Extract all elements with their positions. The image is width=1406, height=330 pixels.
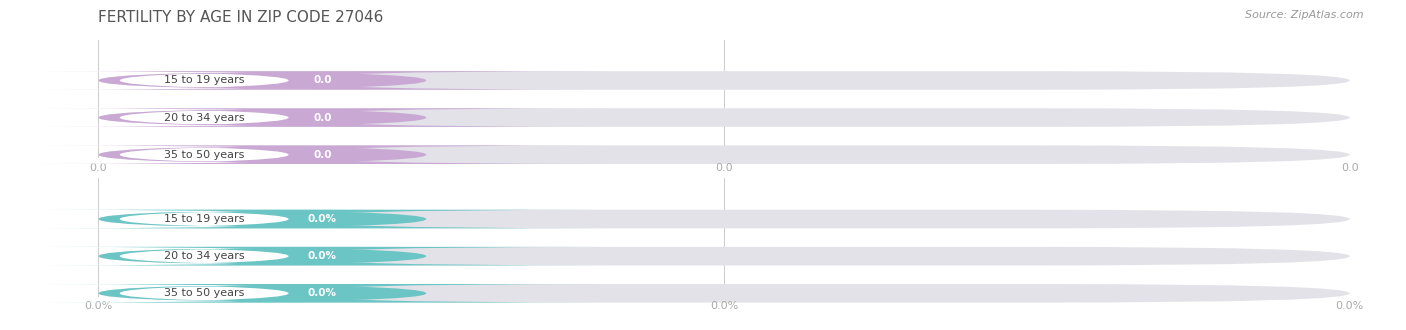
FancyBboxPatch shape — [0, 108, 433, 127]
Text: FERTILITY BY AGE IN ZIP CODE 27046: FERTILITY BY AGE IN ZIP CODE 27046 — [98, 10, 384, 25]
Text: Source: ZipAtlas.com: Source: ZipAtlas.com — [1246, 10, 1364, 20]
FancyBboxPatch shape — [0, 210, 433, 228]
FancyBboxPatch shape — [0, 71, 433, 90]
FancyBboxPatch shape — [98, 210, 426, 228]
FancyBboxPatch shape — [39, 108, 605, 127]
FancyBboxPatch shape — [98, 146, 426, 164]
Text: 0.0%: 0.0% — [308, 288, 337, 298]
Text: 0.0%: 0.0% — [308, 251, 337, 261]
FancyBboxPatch shape — [98, 146, 1350, 164]
Text: 0.0: 0.0 — [314, 150, 332, 160]
Text: 15 to 19 years: 15 to 19 years — [165, 214, 245, 224]
Text: 35 to 50 years: 35 to 50 years — [165, 150, 245, 160]
Text: 20 to 34 years: 20 to 34 years — [165, 113, 245, 122]
Text: 35 to 50 years: 35 to 50 years — [165, 288, 245, 298]
FancyBboxPatch shape — [0, 284, 433, 303]
FancyBboxPatch shape — [39, 247, 605, 265]
FancyBboxPatch shape — [98, 71, 426, 90]
FancyBboxPatch shape — [98, 108, 426, 127]
FancyBboxPatch shape — [39, 210, 605, 228]
FancyBboxPatch shape — [98, 284, 1350, 303]
FancyBboxPatch shape — [98, 284, 426, 303]
FancyBboxPatch shape — [0, 247, 433, 265]
FancyBboxPatch shape — [98, 247, 426, 265]
FancyBboxPatch shape — [98, 71, 1350, 90]
FancyBboxPatch shape — [0, 146, 433, 164]
Text: 0.0%: 0.0% — [308, 214, 337, 224]
Text: 0.0: 0.0 — [314, 113, 332, 122]
FancyBboxPatch shape — [98, 108, 1350, 127]
Text: 15 to 19 years: 15 to 19 years — [165, 76, 245, 85]
Text: 0.0: 0.0 — [314, 76, 332, 85]
FancyBboxPatch shape — [39, 284, 605, 303]
Text: 20 to 34 years: 20 to 34 years — [165, 251, 245, 261]
FancyBboxPatch shape — [98, 210, 1350, 228]
FancyBboxPatch shape — [39, 71, 605, 90]
FancyBboxPatch shape — [39, 146, 605, 164]
FancyBboxPatch shape — [98, 247, 1350, 265]
